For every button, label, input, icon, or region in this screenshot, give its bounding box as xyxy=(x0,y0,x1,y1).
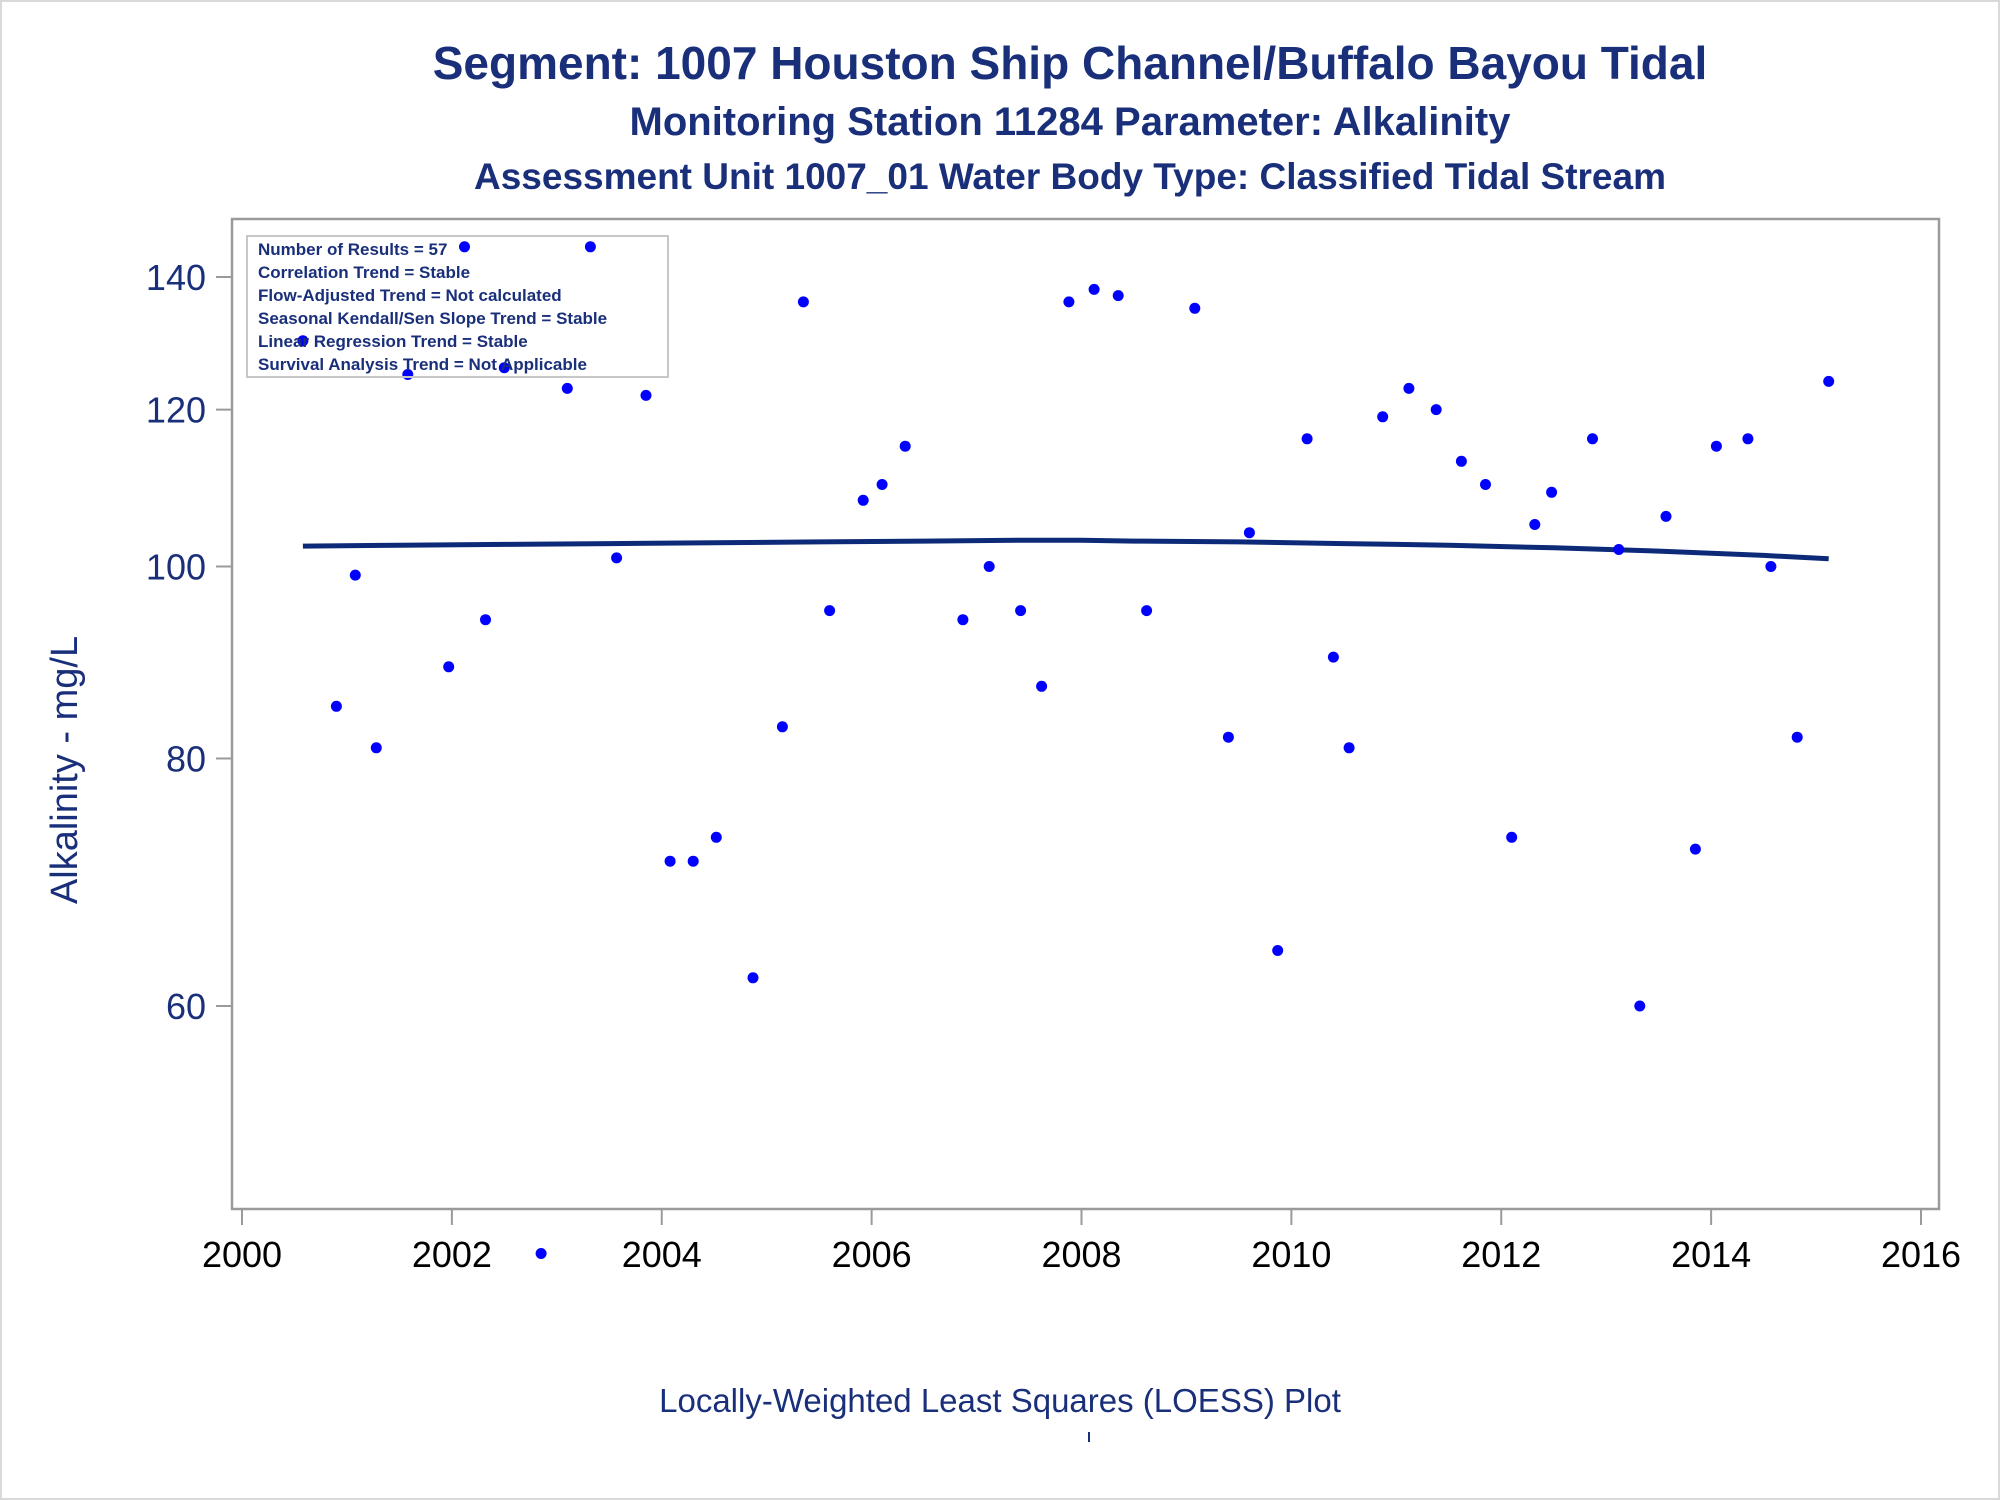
data-point xyxy=(611,552,623,564)
data-point xyxy=(297,335,309,347)
data-point xyxy=(1613,544,1625,555)
x-tick-label: 2006 xyxy=(832,1234,912,1275)
x-tick-label: 2002 xyxy=(412,1234,492,1275)
y-tick-label: 140 xyxy=(146,257,206,298)
data-point xyxy=(1660,510,1672,522)
data-point xyxy=(1546,486,1558,498)
data-point xyxy=(1529,519,1541,530)
chart-subtitle-2: Assessment Unit 1007_01 Water Body Type:… xyxy=(474,156,1666,197)
stats-line: Flow-Adjusted Trend = Not calculated xyxy=(258,286,562,305)
data-point xyxy=(1689,843,1701,855)
data-point xyxy=(498,362,510,374)
data-point xyxy=(1189,302,1201,314)
data-point xyxy=(1301,433,1313,445)
data-point xyxy=(370,742,382,754)
data-point xyxy=(1015,605,1027,617)
data-point xyxy=(1587,433,1598,445)
data-point xyxy=(1343,742,1355,754)
data-point xyxy=(349,569,361,581)
data-point xyxy=(480,614,491,626)
x-tick-label: 2008 xyxy=(1041,1234,1121,1275)
stats-line: Linear Regression Trend = Stable xyxy=(258,332,528,351)
data-point xyxy=(1063,296,1075,308)
data-point xyxy=(710,831,722,843)
stats-box: Number of Results = 57 Correlation Trend … xyxy=(246,235,669,378)
y-tick-label: 60 xyxy=(166,986,206,1027)
stats-line: Seasonal Kendall/Sen Slope Trend = Stabl… xyxy=(258,309,607,328)
chart-subtitle: Monitoring Station 11284 Parameter: Alka… xyxy=(629,100,1511,144)
data-point xyxy=(687,855,699,867)
data-point xyxy=(1327,651,1339,663)
loess-line-layer xyxy=(302,537,1829,562)
data-point xyxy=(1710,440,1722,452)
data-point xyxy=(776,721,788,733)
data-point xyxy=(1222,731,1234,743)
data-point xyxy=(857,494,869,506)
data-point xyxy=(459,241,470,253)
data-point xyxy=(330,700,342,712)
data-point xyxy=(1243,527,1255,539)
x-tick-label: 2016 xyxy=(1881,1234,1961,1275)
y-tick-label: 80 xyxy=(166,738,206,779)
data-point xyxy=(983,561,995,572)
chart-caption: Locally-Weighted Least Squares (LOESS) P… xyxy=(659,1382,1341,1419)
data-point xyxy=(1634,1000,1646,1012)
x-tick-label: 2004 xyxy=(622,1234,702,1275)
data-point xyxy=(1430,404,1442,416)
data-point xyxy=(1480,479,1491,490)
data-point xyxy=(824,605,836,617)
stats-line: Survival Analysis Trend = Not Applicable xyxy=(258,355,587,374)
x-tick-label: 2010 xyxy=(1251,1234,1331,1275)
data-point xyxy=(1791,731,1803,743)
caption-tick-mark xyxy=(1088,1432,1090,1442)
y-tick-label: 100 xyxy=(146,546,206,587)
data-point xyxy=(1823,375,1835,387)
plot-area-border xyxy=(230,217,1941,1211)
data-point xyxy=(1088,283,1100,295)
data-point xyxy=(1377,411,1389,423)
x-tick-label: 2000 xyxy=(202,1234,282,1275)
x-tick-label: 2012 xyxy=(1461,1234,1541,1275)
data-points xyxy=(297,241,1835,1259)
y-tick-label: 120 xyxy=(146,390,206,431)
data-point xyxy=(876,479,888,490)
data-point xyxy=(1272,945,1284,956)
data-point xyxy=(664,855,676,867)
x-tick-label: 2014 xyxy=(1671,1234,1751,1275)
data-point xyxy=(797,296,809,308)
data-point xyxy=(1742,433,1754,445)
data-point xyxy=(1506,831,1518,843)
data-point xyxy=(1036,680,1048,692)
axes: 2000 2002 2004 2006 2008 2010 2012 2014 2016 60 80… xyxy=(146,217,1961,1275)
data-point xyxy=(1141,605,1153,617)
y-axis-label: Alkalinity - mg/L xyxy=(44,636,86,904)
data-point xyxy=(443,661,455,673)
chart-title: Segment: 1007 Houston Ship Channel/Buffa… xyxy=(432,37,1708,89)
data-point xyxy=(899,440,911,452)
data-point xyxy=(535,1248,547,1259)
data-point xyxy=(747,972,759,984)
data-point xyxy=(584,241,596,253)
data-point xyxy=(561,382,573,394)
data-point xyxy=(1765,561,1777,572)
stats-box-border xyxy=(246,235,669,378)
data-point xyxy=(640,389,652,401)
loess-line xyxy=(302,537,1829,562)
data-point xyxy=(1455,455,1467,467)
stats-line: Number of Results = 57 xyxy=(258,240,447,259)
data-point xyxy=(957,614,969,626)
stats-line: Correlation Trend = Stable xyxy=(258,263,470,282)
data-point xyxy=(1403,382,1415,394)
data-point xyxy=(1112,290,1124,302)
